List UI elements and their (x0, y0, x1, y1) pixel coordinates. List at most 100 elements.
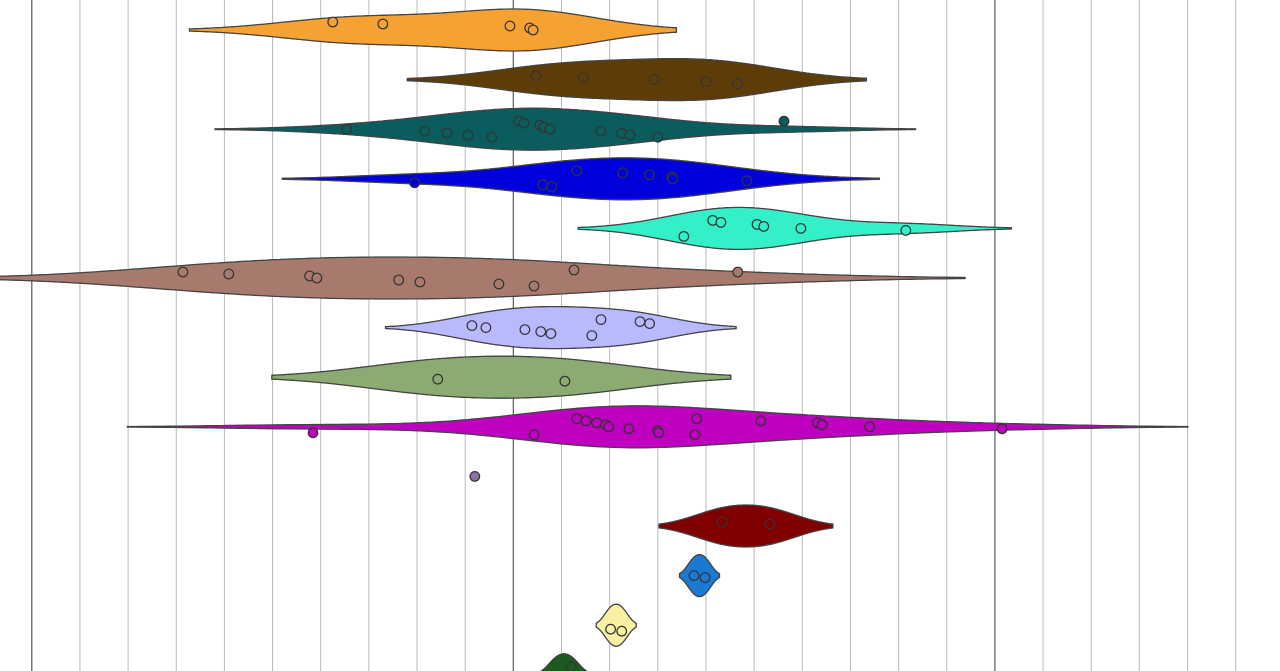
data-point (616, 625, 628, 637)
violin-group (577, 206, 1013, 251)
data-point (414, 276, 426, 288)
violin-group (384, 305, 737, 350)
data-point (605, 623, 617, 635)
data-point (652, 131, 664, 143)
data-point (568, 264, 580, 276)
data-point (755, 415, 767, 427)
data-point (504, 20, 516, 32)
violin-body (658, 504, 834, 548)
data-point (591, 417, 603, 429)
violin-group (281, 157, 881, 201)
data-point (341, 123, 353, 135)
violin-group (271, 355, 732, 399)
data-point (528, 280, 540, 292)
data-point (603, 421, 615, 433)
data-point (486, 131, 498, 143)
data-point (544, 123, 556, 135)
data-point (535, 326, 547, 338)
violin-body (384, 305, 737, 350)
violin-body (595, 603, 637, 647)
data-point (528, 429, 540, 441)
violin-body (0, 256, 966, 300)
data-point (307, 427, 319, 439)
data-point (441, 127, 453, 139)
data-point (996, 423, 1008, 435)
violin-group (406, 57, 868, 102)
violin-group (214, 107, 917, 151)
data-point (537, 179, 549, 191)
data-point (462, 129, 474, 141)
data-point (419, 125, 431, 137)
violin-group (126, 405, 1189, 449)
violin-group (469, 471, 481, 482)
data-point (571, 165, 583, 177)
data-point (634, 316, 646, 328)
data-point (648, 74, 660, 85)
data-point (527, 24, 539, 36)
violin-group (0, 256, 966, 300)
data-point (689, 429, 701, 441)
data-point (816, 419, 828, 431)
data-point (519, 324, 531, 336)
violin-group (678, 553, 721, 598)
data-point (688, 570, 700, 581)
data-point (716, 516, 728, 528)
data-point (644, 169, 656, 181)
violin-body (214, 107, 917, 151)
data-point (571, 413, 583, 425)
data-point (623, 423, 635, 435)
data-point (377, 18, 389, 30)
data-point (900, 224, 912, 236)
data-point (715, 216, 727, 228)
violin-body (281, 157, 881, 201)
violin-group (595, 603, 637, 647)
data-point (409, 177, 421, 189)
data-point (545, 328, 557, 340)
violin-body (406, 57, 868, 102)
data-point (595, 125, 607, 137)
data-point (732, 266, 744, 278)
data-point (624, 129, 636, 141)
violin-group (539, 653, 588, 671)
data-point (565, 661, 577, 671)
data-point (667, 173, 679, 185)
data-point (691, 413, 703, 425)
data-point (595, 314, 607, 326)
data-point (778, 115, 790, 127)
data-point (480, 322, 492, 334)
data-point (699, 572, 711, 583)
data-point (758, 220, 770, 232)
violin-body (188, 8, 678, 52)
data-point (617, 167, 629, 179)
data-point (311, 272, 323, 284)
violin-group (188, 8, 678, 52)
data-point (864, 421, 876, 433)
data-point (764, 518, 776, 530)
data-point (795, 222, 807, 234)
data-point (530, 70, 542, 81)
data-point (644, 318, 656, 330)
data-point (223, 268, 235, 280)
data-point (469, 471, 481, 482)
data-point (678, 230, 690, 242)
data-point (493, 278, 505, 290)
data-point (580, 415, 592, 427)
data-point (732, 78, 744, 89)
data-point (700, 76, 712, 87)
data-point (327, 16, 339, 28)
data-point (432, 373, 444, 385)
data-point (518, 117, 530, 129)
data-point (741, 175, 753, 187)
data-point (578, 72, 590, 83)
data-point (586, 330, 598, 342)
data-point (466, 320, 478, 332)
data-point (559, 375, 571, 387)
data-point (653, 427, 665, 439)
data-point (177, 266, 189, 278)
data-point (393, 274, 405, 286)
violin-group (658, 504, 834, 548)
violin-body (539, 653, 588, 671)
violin-body (678, 553, 721, 598)
